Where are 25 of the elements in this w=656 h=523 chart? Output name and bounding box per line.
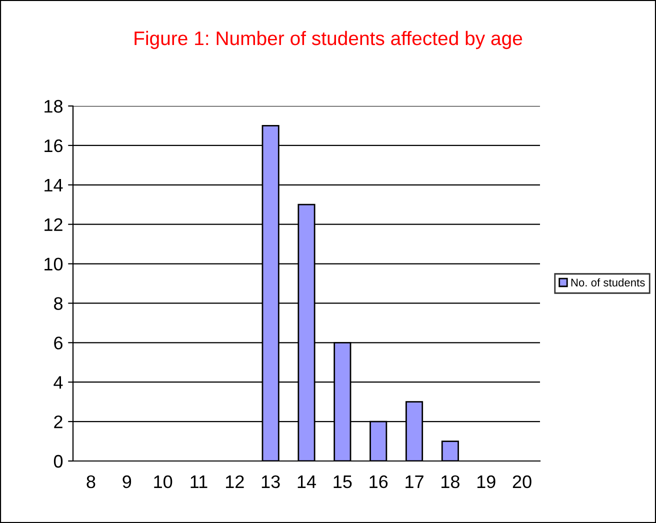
x-tick-label: 14 bbox=[298, 476, 316, 488]
x-tick-label: 11 bbox=[190, 476, 208, 488]
x-tick-label: 9 bbox=[122, 475, 132, 488]
x-tick-label: 8 bbox=[86, 475, 96, 488]
y-tick-label: 2 bbox=[54, 415, 62, 428]
y-tick-label: 16 bbox=[44, 139, 62, 152]
y-tick-label: 4 bbox=[54, 376, 63, 389]
y-tick-label: 12 bbox=[44, 218, 62, 231]
x-tick-label: 10 bbox=[154, 475, 172, 488]
legend-label: No. of students bbox=[571, 278, 645, 286]
x-tick-label: 13 bbox=[262, 475, 280, 488]
y-tick-label: 8 bbox=[54, 297, 62, 310]
x-tick-label: 16 bbox=[370, 475, 388, 488]
x-tick-label: 17 bbox=[406, 476, 424, 488]
x-tick-label: 19 bbox=[477, 475, 496, 488]
y-tick-label: 18 bbox=[44, 100, 62, 113]
x-tick-label: 15 bbox=[334, 476, 352, 488]
x-tick-label: 12 bbox=[226, 475, 244, 488]
y-tick-label: 10 bbox=[44, 258, 63, 270]
x-tick-label: 18 bbox=[442, 475, 460, 488]
chart-title: Figure 1: Number of students affected by age bbox=[134, 30, 522, 50]
y-tick-label: 0 bbox=[54, 454, 63, 468]
y-tick-label: 14 bbox=[44, 179, 63, 192]
y-tick-label: 6 bbox=[54, 336, 62, 350]
x-tick-label: 20 bbox=[512, 475, 532, 488]
